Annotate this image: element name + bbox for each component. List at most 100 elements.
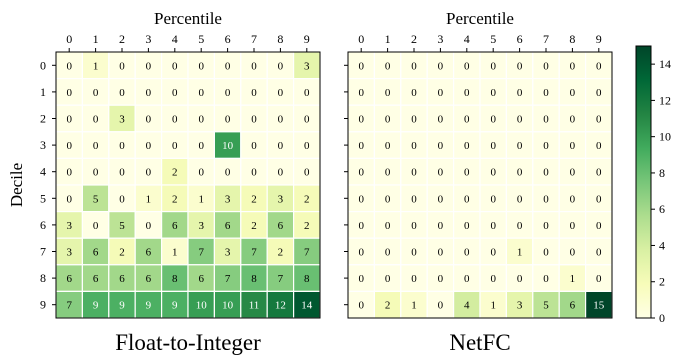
x-tick-label: 6: [225, 32, 231, 46]
cell-value-label: 9: [119, 300, 125, 312]
heatmap-cell: [585, 237, 613, 266]
cell-value-label: 1: [146, 193, 152, 205]
cell-value-label: 0: [304, 167, 310, 179]
heatmap-cell: [585, 290, 613, 319]
cell-value-label: 0: [66, 140, 72, 152]
cell-value-label: 2: [119, 247, 125, 259]
cell-value-label: 0: [251, 87, 257, 99]
cell-value-label: 0: [198, 87, 204, 99]
cell-value-label: 0: [358, 114, 364, 126]
cell-value-label: 6: [146, 273, 152, 285]
cell-value-label: 0: [596, 167, 602, 179]
cell-value-label: 2: [251, 193, 257, 205]
cell-value-label: 0: [304, 87, 310, 99]
cell-value-label: 0: [543, 273, 549, 285]
heatmap-cell: [213, 211, 242, 239]
cell-value-label: 3: [278, 193, 284, 205]
cell-value-label: 0: [66, 114, 72, 126]
x-tick-label: 4: [464, 32, 470, 46]
heatmap-cell: [187, 184, 215, 213]
x-tick-label: 5: [198, 32, 204, 46]
cell-value-label: 0: [251, 140, 257, 152]
cell-value-label: 9: [93, 300, 99, 312]
heatmap-cell: [187, 131, 215, 160]
cell-value-label: 1: [93, 60, 99, 72]
colorbar-gradient: [635, 45, 652, 319]
heatmap-cell: [373, 237, 402, 266]
cell-value-label: 0: [411, 167, 417, 179]
heatmap-cell: [266, 78, 295, 106]
heatmap-cell: [160, 157, 189, 186]
cell-value-label: 0: [93, 140, 99, 152]
colorbar-tick-label: 8: [659, 166, 665, 180]
cell-value-label: 0: [543, 140, 549, 152]
cell-value-label: 0: [570, 167, 576, 179]
cell-value-label: 1: [490, 300, 496, 312]
heatmap-cell: [187, 290, 215, 319]
x-ticks: 0 1 2 3 4 5 6 7 8 9: [358, 32, 602, 52]
cell-value-label: 9: [172, 300, 178, 312]
y-tick-label: 3: [40, 138, 46, 152]
cell-value-label: 0: [385, 247, 391, 259]
cell-value-label: 0: [198, 60, 204, 72]
cell-value-label: 0: [411, 114, 417, 126]
heatmap-cell: [479, 264, 507, 293]
cell-value-label: 0: [278, 60, 284, 72]
heatmap-cell: [81, 264, 110, 293]
cell-value-label: 0: [66, 87, 72, 99]
cell-value-label: 0: [596, 273, 602, 285]
cell-value-label: 0: [385, 60, 391, 72]
panel-netfc: Percentile 0 0 0 0 0 0 0 0 0 00 0 0 0 0 0 0 0 0 00 0 0 0 0 0 0 0 0…: [344, 9, 613, 355]
heatmap-cell: [479, 211, 507, 239]
heatmap-cell: [81, 237, 110, 266]
x-tick-label: 9: [304, 32, 310, 46]
cell-value-label: 0: [358, 140, 364, 152]
cell-value-label: 6: [570, 300, 576, 312]
colorbar-tick-label: 2: [659, 275, 665, 289]
cell-value-label: 2: [385, 300, 391, 312]
heatmap-cell: [532, 157, 560, 186]
heatmap-cell: [266, 237, 295, 266]
cell-value-label: 0: [570, 87, 576, 99]
cell-value-label: 0: [543, 247, 549, 259]
y-tick-label: 7: [40, 245, 46, 259]
y-tick-label: 5: [40, 191, 46, 205]
cell-value-label: 0: [385, 273, 391, 285]
cell-value-label: 0: [93, 87, 99, 99]
cell-value-label: 0: [464, 193, 470, 205]
cell-value-label: 2: [304, 193, 310, 205]
cell-value-label: 1: [172, 247, 178, 259]
heatmap-cell: [585, 184, 613, 213]
x-tick-label: 2: [411, 32, 417, 46]
cell-value-label: 0: [411, 87, 417, 99]
heatmap-cell: [585, 264, 613, 293]
heatmap-cell: [81, 104, 110, 133]
heatmap-cell: [452, 51, 481, 80]
heatmap-cell: [479, 184, 507, 213]
panel-frame: [55, 51, 321, 319]
y-tick-label: 6: [40, 218, 46, 232]
cell-value-label: 3: [66, 220, 72, 232]
cell-value-label: 3: [225, 247, 231, 259]
cell-value-label: 10: [222, 300, 234, 312]
cell-value-label: 0: [358, 220, 364, 232]
x-tick-label: 6: [517, 32, 523, 46]
cell-value-label: 6: [225, 220, 231, 232]
cell-value-label: 1: [198, 193, 204, 205]
cell-value-label: 7: [278, 273, 284, 285]
panel-title: Float-to-Integer: [115, 330, 261, 355]
heatmap-cell: [134, 78, 163, 106]
cell-value-label: 0: [278, 87, 284, 99]
heatmap-cell: [160, 264, 189, 293]
y-axis-title: Decile: [7, 163, 26, 207]
heatmap-cell: [585, 131, 613, 160]
cell-value-label: 0: [490, 247, 496, 259]
cell-value-label: 0: [543, 87, 549, 99]
cell-value-label: 0: [172, 60, 178, 72]
cell-value-label: 0: [490, 60, 496, 72]
heatmap-cell: [266, 104, 295, 133]
x-axis-title: Percentile: [154, 9, 222, 28]
cell-value-label: 0: [517, 87, 523, 99]
heatmap-cell: [373, 211, 402, 239]
cell-value-label: 0: [464, 167, 470, 179]
